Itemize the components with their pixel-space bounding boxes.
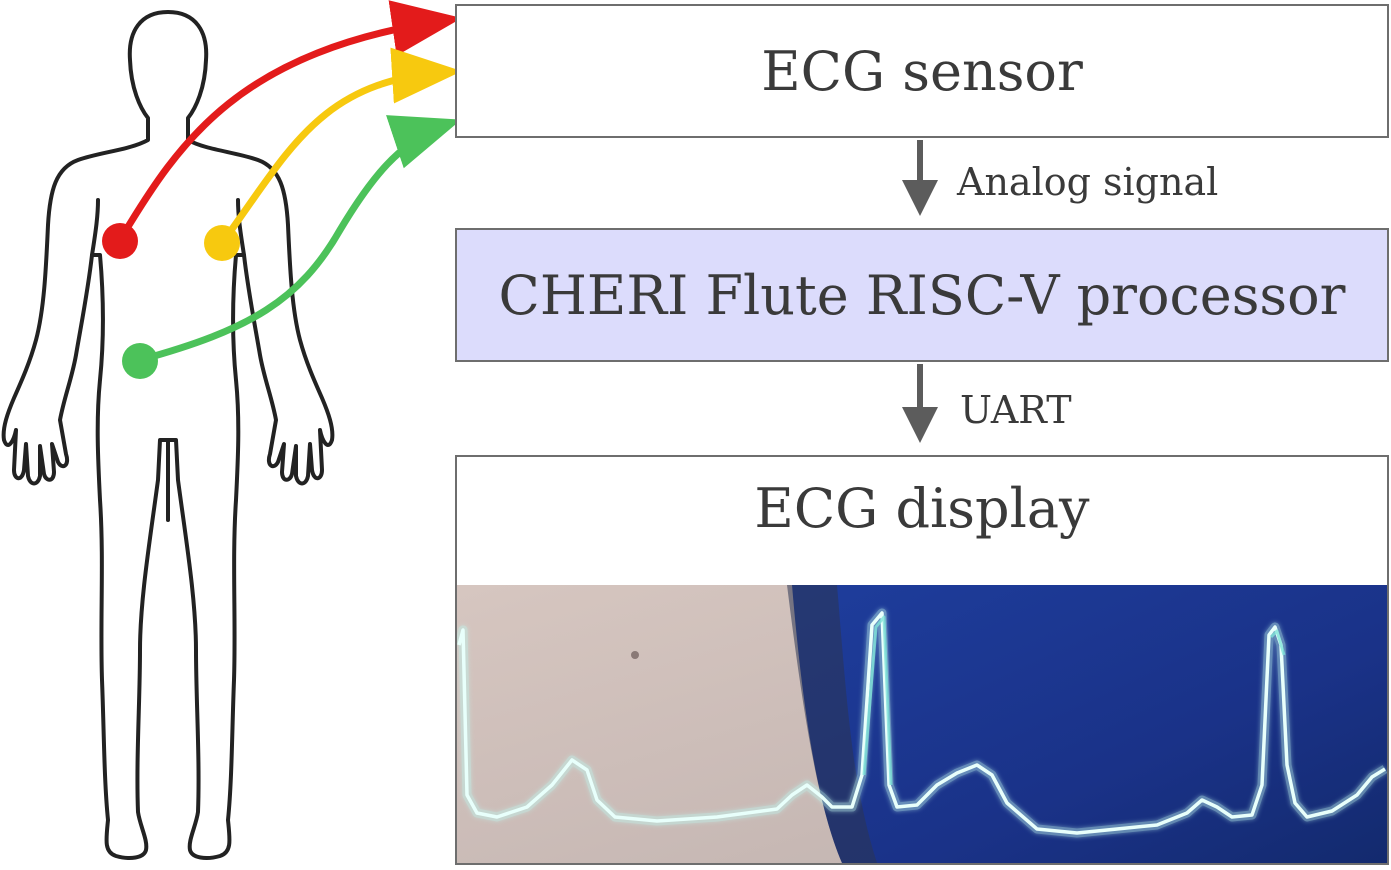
green-electrode bbox=[122, 343, 158, 379]
red-electrode bbox=[102, 223, 138, 259]
processor-label: CHERI Flute RISC-V processor bbox=[498, 263, 1346, 327]
yellow-lead-arrow bbox=[218, 47, 462, 247]
uart-label: UART bbox=[960, 388, 1072, 432]
processor-box: CHERI Flute RISC-V processor bbox=[455, 228, 1389, 362]
red-lead-arrow bbox=[116, 0, 462, 244]
ecg-screen-photo bbox=[457, 585, 1387, 863]
ecg-display-label: ECG display bbox=[754, 477, 1090, 540]
ecg-waveform-image bbox=[457, 585, 1387, 863]
green-lead-arrow bbox=[136, 115, 462, 364]
ecg-trace-echo bbox=[862, 615, 1286, 786]
screen-background-right bbox=[792, 585, 1387, 863]
yellow-electrode bbox=[204, 225, 240, 261]
ecg-display-box: ECG display bbox=[455, 455, 1389, 865]
human-body-outline bbox=[1, 10, 335, 860]
ecg-trace bbox=[457, 611, 1386, 835]
analog-signal-label: Analog signal bbox=[957, 160, 1219, 204]
ecg-sensor-box: ECG sensor bbox=[455, 4, 1389, 138]
ecg-sensor-label: ECG sensor bbox=[761, 39, 1083, 103]
